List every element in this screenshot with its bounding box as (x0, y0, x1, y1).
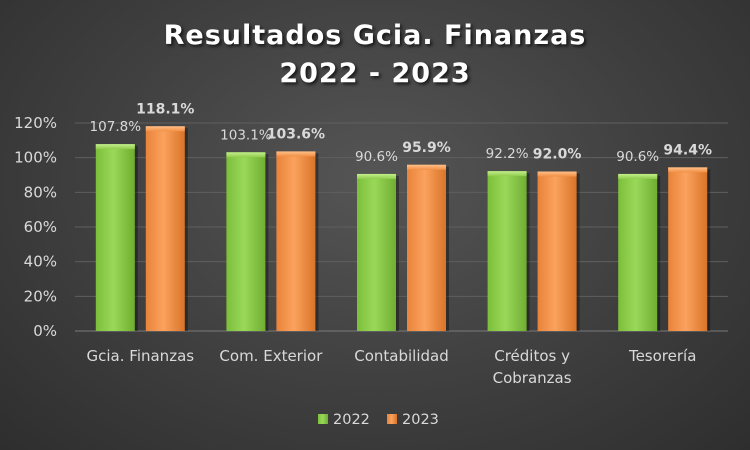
bar-bevel (407, 164, 446, 170)
bar-2023 (537, 171, 577, 331)
bar-bevel (95, 144, 135, 150)
legend-label: 2023 (402, 412, 439, 428)
chart-title: Resultados Gcia. Finanzas (163, 20, 587, 51)
data-label: 90.6% (355, 149, 398, 165)
x-category-label: Gcia. Finanzas (87, 347, 195, 365)
bar-bevel (226, 152, 266, 158)
y-tick-label: 100% (14, 149, 57, 167)
x-category-label: Contabilidad (354, 347, 449, 365)
bar-bevel (357, 173, 396, 179)
data-label: 90.6% (616, 149, 659, 165)
legend-label: 2022 (333, 412, 370, 428)
data-label: 103.6% (267, 126, 325, 142)
bar-2023 (145, 126, 185, 331)
data-label: 92.0% (533, 147, 582, 163)
bar-bevel (487, 171, 527, 177)
bar-bevel (276, 151, 316, 157)
y-tick-label: 80% (24, 183, 57, 201)
bar-2022 (618, 173, 658, 331)
x-category-label: Tesorería (628, 347, 696, 365)
data-label: 92.2% (486, 146, 529, 162)
data-label: 107.8% (90, 119, 142, 135)
bar-bevel (145, 126, 185, 132)
y-tick-label: 60% (24, 218, 57, 236)
bar-2022 (487, 171, 527, 331)
x-category-label: Com. Exterior (219, 347, 323, 365)
x-category-label: Cobranzas (493, 369, 572, 387)
bar-2022 (226, 152, 266, 331)
chart-subtitle: 2022 - 2023 (279, 58, 471, 89)
bar-bevel (537, 171, 577, 177)
y-tick-label: 0% (33, 322, 57, 340)
bar-2023 (668, 167, 708, 331)
data-label: 94.4% (663, 142, 712, 158)
data-label: 118.1% (136, 101, 194, 117)
bar-bevel (618, 173, 658, 179)
x-category-label: Créditos y (494, 347, 570, 365)
bar-2022 (95, 144, 135, 331)
legend-swatch-2023 (387, 414, 397, 424)
bar-bevel (668, 167, 708, 173)
y-tick-label: 120% (14, 114, 57, 132)
y-tick-label: 40% (24, 253, 57, 271)
bar-2023 (276, 151, 316, 331)
data-label: 103.1% (220, 127, 272, 143)
data-label: 95.9% (402, 140, 451, 156)
legend-swatch-2022 (318, 414, 328, 424)
bar-2022 (357, 173, 396, 331)
bar-2023 (407, 164, 446, 331)
y-tick-label: 20% (24, 287, 57, 305)
